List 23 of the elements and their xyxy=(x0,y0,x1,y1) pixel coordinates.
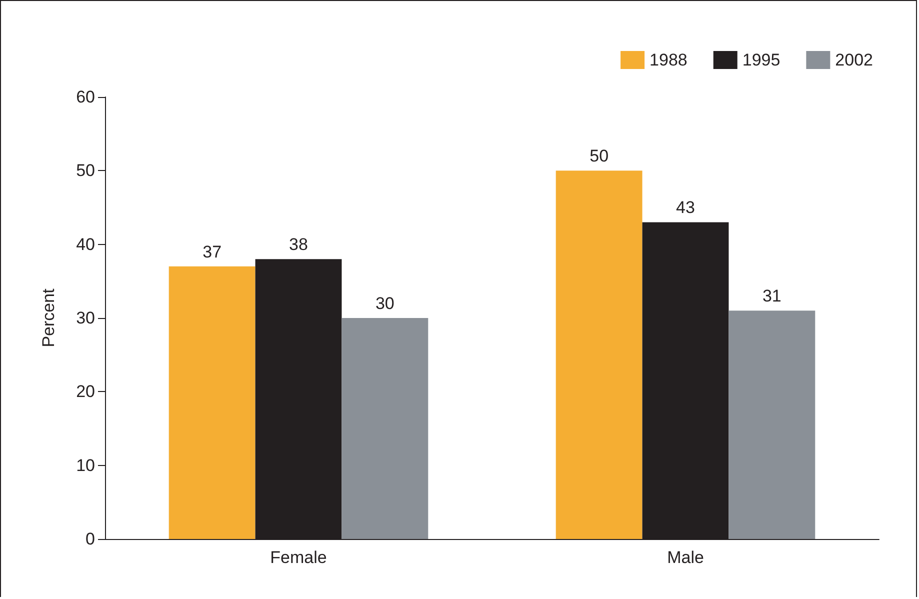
legend-label: 1988 xyxy=(650,50,688,70)
data-label: 43 xyxy=(676,198,695,218)
bar xyxy=(168,266,256,539)
data-label: 37 xyxy=(202,242,222,262)
y-tick-label: 50 xyxy=(76,161,95,180)
bar xyxy=(342,318,428,539)
y-tick-label: 30 xyxy=(76,308,95,328)
y-tick-label: 0 xyxy=(86,530,95,548)
y-tick-label: 60 xyxy=(76,88,95,106)
bar xyxy=(556,170,642,539)
legend-label: 2002 xyxy=(835,50,874,70)
x-tick-label: Male xyxy=(667,548,704,567)
x-tick-label: Female xyxy=(270,548,327,567)
legend-label: 1995 xyxy=(742,50,780,70)
y-tick-label: 20 xyxy=(76,382,95,402)
y-tick-label: 10 xyxy=(76,456,95,475)
data-label: 38 xyxy=(289,235,308,254)
y-tick-label: 40 xyxy=(76,234,95,254)
bar xyxy=(728,310,816,539)
data-label: 50 xyxy=(590,146,609,166)
data-label: 30 xyxy=(375,294,394,313)
data-label: 31 xyxy=(762,286,782,306)
y-axis-title: Percent xyxy=(39,288,58,348)
